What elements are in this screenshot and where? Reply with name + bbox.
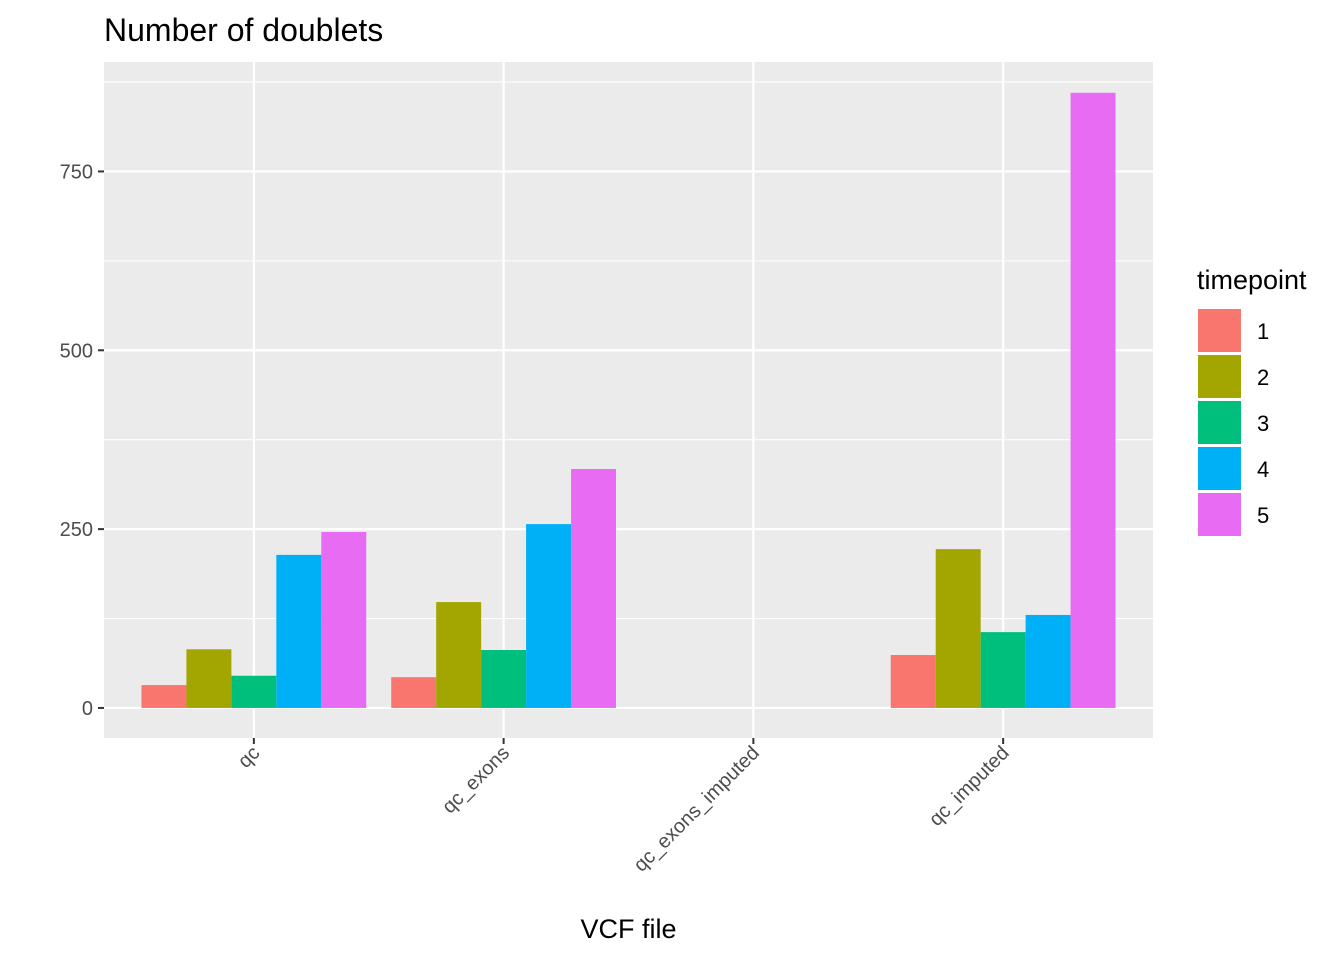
bar [141, 685, 187, 708]
legend-key [1198, 355, 1241, 398]
y-tick-label: 0 [82, 698, 93, 720]
legend: timepoint 1 2 3 4 5 [1197, 265, 1307, 536]
bar [1025, 614, 1071, 708]
bar [571, 469, 617, 708]
y-axis: 0 250 500 750 [60, 161, 104, 720]
bar [481, 650, 527, 708]
legend-label: 2 [1257, 365, 1269, 390]
bar [935, 549, 981, 708]
bar [186, 649, 232, 708]
legend-key [1198, 493, 1241, 536]
y-tick-label: 750 [60, 161, 93, 183]
x-axis-title: VCF file [580, 914, 676, 944]
legend-label: 3 [1257, 411, 1269, 436]
x-tick-label: qc_exons [438, 742, 514, 818]
bar [321, 531, 367, 708]
bar [276, 554, 322, 708]
chart-title: Number of doublets [104, 12, 383, 48]
y-tick-label: 500 [60, 340, 93, 362]
bar [436, 602, 482, 708]
x-tick-label: qc_exons_imputed [630, 742, 764, 876]
x-tick-label: qc_imputed [925, 742, 1014, 831]
legend-key [1198, 401, 1241, 444]
bar [526, 524, 572, 708]
legend-label: 1 [1257, 319, 1269, 344]
bar [391, 677, 437, 708]
x-axis: qc qc_exons qc_exons_imputed qc_imputed [234, 738, 1014, 876]
bar [890, 655, 936, 708]
bars [141, 92, 1116, 708]
y-tick-label: 250 [60, 519, 93, 541]
bar [1070, 92, 1116, 708]
legend-label: 4 [1257, 457, 1269, 482]
bar [231, 675, 277, 708]
x-tick-label: qc [234, 742, 264, 772]
bar [980, 632, 1026, 708]
legend-title: timepoint [1197, 265, 1307, 295]
legend-key [1198, 447, 1241, 490]
legend-key [1198, 309, 1241, 352]
grid-lines [104, 62, 1153, 738]
legend-label: 5 [1257, 503, 1269, 528]
